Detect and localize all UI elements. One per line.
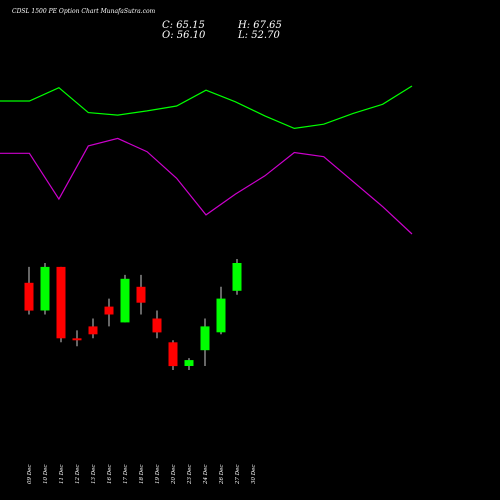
- candle: [200, 318, 210, 366]
- candle-body: [232, 263, 242, 291]
- date-tick-label: 10 Dec: [43, 465, 49, 485]
- high-label: H: 67.65: [237, 20, 282, 31]
- candle-body: [120, 278, 130, 323]
- candle-body: [40, 266, 50, 311]
- candle: [216, 286, 226, 335]
- date-tick-label: 18 Dec: [139, 465, 145, 485]
- candle-body: [136, 286, 146, 303]
- candle: [120, 274, 130, 323]
- candle-body: [168, 342, 178, 367]
- candle: [168, 340, 178, 370]
- candle-body: [88, 326, 98, 335]
- date-tick-label: 26 Dec: [219, 465, 225, 486]
- date-tick-label: 20 Dec: [171, 465, 177, 486]
- candle-body: [216, 298, 226, 333]
- indicator-line-2: [0, 137, 413, 235]
- candlestick-panel: [24, 259, 242, 370]
- date-tick-label: 12 Dec: [75, 465, 81, 485]
- candle: [40, 263, 50, 315]
- date-tick-label: 13 Dec: [91, 465, 97, 485]
- date-axis: 09 Dec 10 Dec 11 Dec 12 Dec 13 Dec 16 Dec 17 D…: [27, 465, 257, 486]
- candle: [56, 266, 66, 343]
- date-tick-label: 24 Dec: [203, 465, 209, 486]
- candle-body: [72, 338, 82, 341]
- indicator-panel: [0, 85, 413, 235]
- date-tick-label: 17 Dec: [123, 465, 129, 485]
- candle-body: [104, 306, 114, 315]
- date-tick-label: 16 Dec: [107, 465, 113, 485]
- date-tick-label: 19 Dec: [155, 465, 161, 485]
- candle-body: [184, 360, 194, 366]
- date-tick-label: 11 Dec: [59, 465, 65, 485]
- close-label: C: 65.15: [162, 20, 205, 31]
- date-tick-label: 30 Dec: [251, 465, 257, 485]
- date-tick-label: 27 Dec: [235, 465, 241, 486]
- low-label: L: 52.70: [237, 30, 280, 41]
- date-tick-label: 09 Dec: [27, 465, 33, 485]
- candle-body: [152, 318, 162, 333]
- candle-body: [56, 266, 66, 339]
- candle: [136, 274, 146, 315]
- candle: [232, 259, 242, 295]
- candle: [104, 298, 114, 327]
- chart-title: CDSL 1500 PE Option Chart MunafaSutra.co…: [12, 8, 156, 15]
- open-label: O: 56.10: [162, 30, 206, 41]
- candle: [72, 330, 82, 347]
- candle-body: [200, 326, 210, 351]
- indicator-line-1: [0, 85, 413, 130]
- date-tick-label: 23 Dec: [187, 465, 193, 486]
- candle: [88, 318, 98, 339]
- candle-body: [24, 282, 34, 311]
- candle: [184, 358, 194, 370]
- candle: [152, 310, 162, 339]
- candle: [24, 266, 34, 315]
